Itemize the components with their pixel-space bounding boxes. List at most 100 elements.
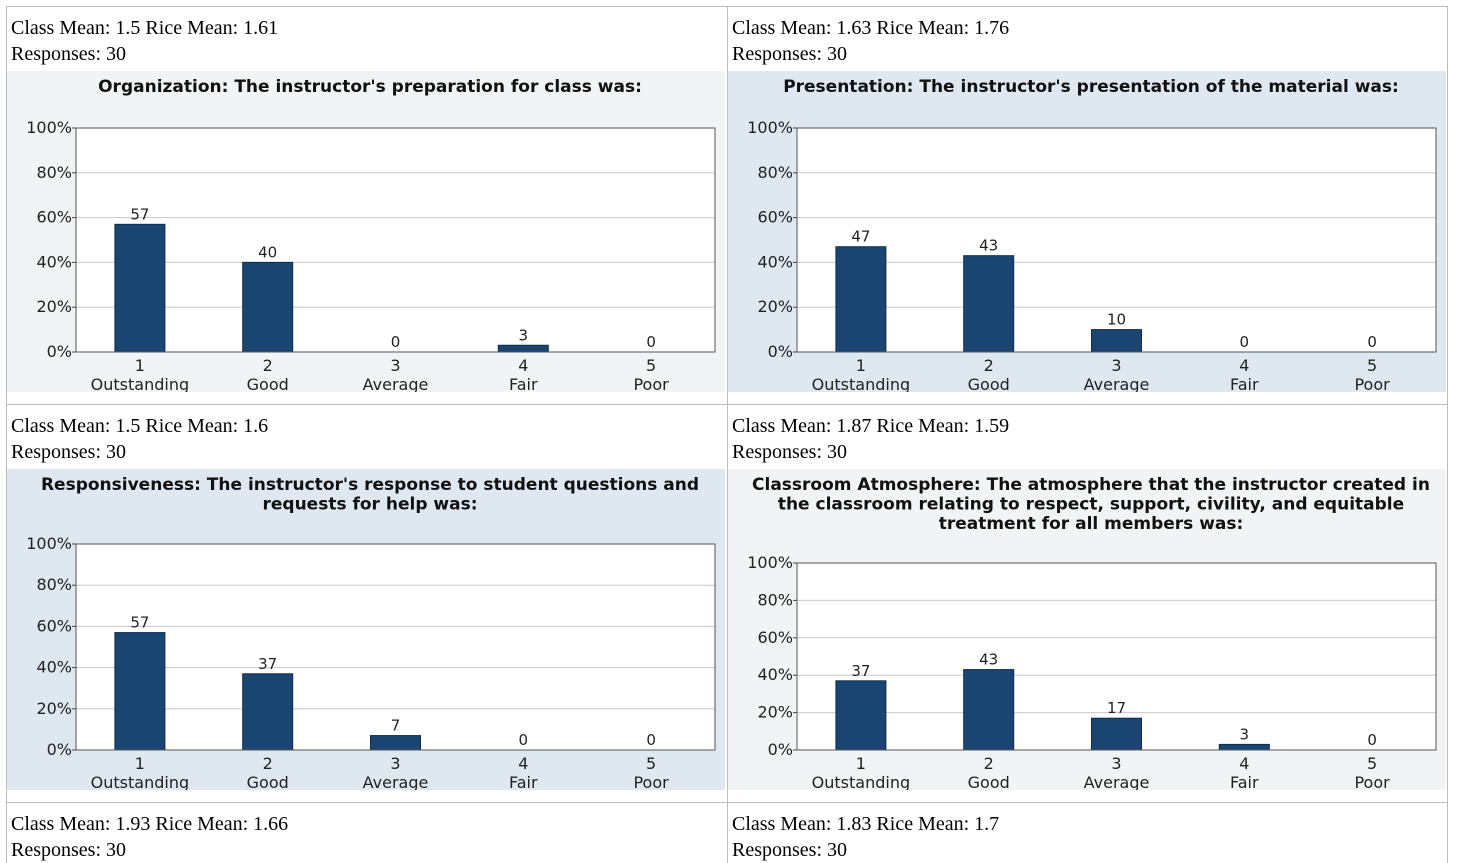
bar bbox=[497, 344, 549, 353]
bar bbox=[114, 632, 166, 751]
data-label: 57 bbox=[130, 614, 149, 632]
data-label: 47 bbox=[851, 228, 870, 246]
x-tick-label: 1 bbox=[856, 754, 866, 773]
x-tick-label: 4 bbox=[518, 754, 528, 773]
data-label: 0 bbox=[1367, 333, 1377, 351]
x-tick-label: 3 bbox=[390, 356, 400, 375]
x-tick-label: Outstanding bbox=[91, 375, 189, 392]
bar-chart-svg: Organization: The instructor's preparati… bbox=[26, 77, 716, 392]
evaluation-row-2: Class Mean: 1.5 Rice Mean: 1.6 Responses… bbox=[7, 404, 1447, 802]
question-cell-6: Class Mean: 1.83 Rice Mean: 1.7 Response… bbox=[727, 803, 1447, 863]
y-tick-label: 100% bbox=[747, 553, 793, 572]
x-tick-label: Fair bbox=[509, 375, 538, 392]
cell-meta: Class Mean: 1.63 Rice Mean: 1.76 Respons… bbox=[732, 15, 1009, 67]
y-tick-label: 100% bbox=[747, 118, 793, 137]
plot-frame bbox=[75, 127, 716, 353]
question-cell-presentation: Class Mean: 1.63 Rice Mean: 1.76 Respons… bbox=[727, 7, 1447, 404]
chart-title-line: Presentation: The instructor's presentat… bbox=[783, 77, 1399, 97]
x-tick-label: 3 bbox=[1111, 356, 1121, 375]
bar bbox=[1091, 329, 1142, 353]
bar-chart-svg: Responsiveness: The instructor's respons… bbox=[26, 475, 716, 790]
chart-title-line: the classroom relating to respect, suppo… bbox=[778, 495, 1404, 515]
y-tick-label: 60% bbox=[36, 616, 72, 635]
responses-count: Responses: 30 bbox=[11, 43, 126, 65]
y-tick-label: 60% bbox=[757, 628, 793, 647]
cell-meta: Class Mean: 1.83 Rice Mean: 1.7 Response… bbox=[732, 811, 999, 863]
question-cell-organization: Class Mean: 1.5 Rice Mean: 1.61 Response… bbox=[7, 7, 727, 404]
bar bbox=[370, 735, 421, 751]
evaluation-grid: Class Mean: 1.5 Rice Mean: 1.6 1 Response… bbox=[6, 6, 1448, 863]
x-tick-label: Poor bbox=[633, 375, 669, 392]
cell-meta: Class Mean: 1.93 Rice Mean: 1.66 Respons… bbox=[11, 811, 288, 863]
x-tick-label: 4 bbox=[1239, 356, 1249, 375]
chart-panel: Classroom Atmosphere: The atmosphere tha… bbox=[728, 469, 1446, 790]
bar bbox=[963, 255, 1015, 353]
bar bbox=[114, 223, 166, 353]
y-tick-label: 0% bbox=[47, 342, 72, 361]
x-tick-label: Outstanding bbox=[91, 773, 189, 790]
class-rice-mean: Class Mean: 1.83 Rice Mean: 1.7 bbox=[732, 813, 1000, 835]
y-tick-label: 40% bbox=[36, 658, 72, 677]
x-tick-label: 4 bbox=[1239, 754, 1249, 773]
x-tick-label: 2 bbox=[263, 356, 273, 375]
data-label: 0 bbox=[1367, 731, 1377, 749]
data-label: 3 bbox=[519, 326, 529, 344]
data-label: 7 bbox=[391, 717, 401, 735]
plot-frame bbox=[796, 127, 1437, 353]
evaluation-row-1: Class Mean: 1.5 Rice Mean: 1.61 Response… bbox=[7, 6, 1447, 404]
data-label: 0 bbox=[519, 731, 529, 749]
class-rice-mean: Class Mean: 1.93 Rice Mean: 1.66 bbox=[11, 813, 289, 835]
x-tick-label: 3 bbox=[390, 754, 400, 773]
question-cell-responsiveness: Class Mean: 1.5 Rice Mean: 1.6 Responses… bbox=[7, 405, 727, 802]
data-label: 3 bbox=[1240, 725, 1250, 743]
chart-title-line: Classroom Atmosphere: The atmosphere tha… bbox=[752, 475, 1430, 495]
plot-frame bbox=[75, 543, 716, 751]
x-tick-label: 5 bbox=[1367, 356, 1377, 375]
bar bbox=[242, 261, 294, 353]
class-rice-mean: Class Mean: 1.87 Rice Mean: 1.59 bbox=[732, 415, 1010, 437]
x-tick-label: 2 bbox=[984, 754, 994, 773]
y-tick-label: 60% bbox=[757, 208, 793, 227]
x-tick-label: 3 bbox=[1111, 754, 1121, 773]
y-tick-label: 0% bbox=[768, 342, 793, 361]
bar bbox=[835, 680, 887, 751]
x-tick-label: Poor bbox=[1354, 773, 1390, 790]
x-tick-label: 5 bbox=[1367, 754, 1377, 773]
cell-meta: Class Mean: 1.5 Rice Mean: 1.61 Response… bbox=[11, 15, 278, 67]
bar bbox=[1218, 743, 1270, 751]
y-tick-label: 80% bbox=[757, 163, 793, 182]
data-label: 17 bbox=[1107, 699, 1126, 717]
chart-panel: Organization: The instructor's preparati… bbox=[7, 71, 725, 392]
x-tick-label: Outstanding bbox=[812, 375, 910, 392]
data-label: 10 bbox=[1107, 311, 1126, 329]
evaluation-row-3: Class Mean: 1.93 Rice Mean: 1.66 Respons… bbox=[7, 802, 1447, 863]
cell-meta: Class Mean: 1.5 Rice Mean: 1.6 Responses… bbox=[11, 413, 268, 465]
responses-count: Responses: 30 bbox=[732, 839, 847, 861]
chart-panel: Presentation: The instructor's presentat… bbox=[728, 71, 1446, 392]
bar bbox=[963, 669, 1015, 751]
y-tick-label: 20% bbox=[757, 703, 793, 722]
plot-area bbox=[76, 544, 715, 750]
bar bbox=[242, 673, 294, 751]
y-tick-label: 40% bbox=[757, 252, 793, 271]
class-rice-mean: Class Mean: 1.5 Rice Mean: 1.6 bbox=[11, 415, 269, 437]
question-cell-5: Class Mean: 1.93 Rice Mean: 1.66 Respons… bbox=[7, 803, 727, 863]
x-tick-label: Poor bbox=[633, 773, 669, 790]
x-tick-label: Good bbox=[968, 773, 1010, 790]
x-tick-label: 5 bbox=[646, 356, 656, 375]
data-label: 37 bbox=[258, 655, 277, 673]
bar-chart-svg: Presentation: The instructor's presentat… bbox=[747, 77, 1437, 392]
y-tick-label: 80% bbox=[36, 575, 72, 594]
y-tick-label: 20% bbox=[36, 297, 72, 316]
data-label: 0 bbox=[1240, 333, 1250, 351]
y-tick-label: 40% bbox=[757, 665, 793, 684]
x-tick-label: 4 bbox=[518, 356, 528, 375]
y-tick-label: 0% bbox=[768, 740, 793, 759]
responses-count: Responses: 30 bbox=[11, 839, 126, 861]
x-tick-label: 2 bbox=[984, 356, 994, 375]
responses-count: Responses: 30 bbox=[11, 441, 126, 463]
data-label: 0 bbox=[391, 333, 401, 351]
data-label: 0 bbox=[646, 333, 656, 351]
cell-meta: Class Mean: 1.87 Rice Mean: 1.59 Respons… bbox=[732, 413, 1009, 465]
question-cell-classroom-atmosphere: Class Mean: 1.87 Rice Mean: 1.59 Respons… bbox=[727, 405, 1447, 802]
